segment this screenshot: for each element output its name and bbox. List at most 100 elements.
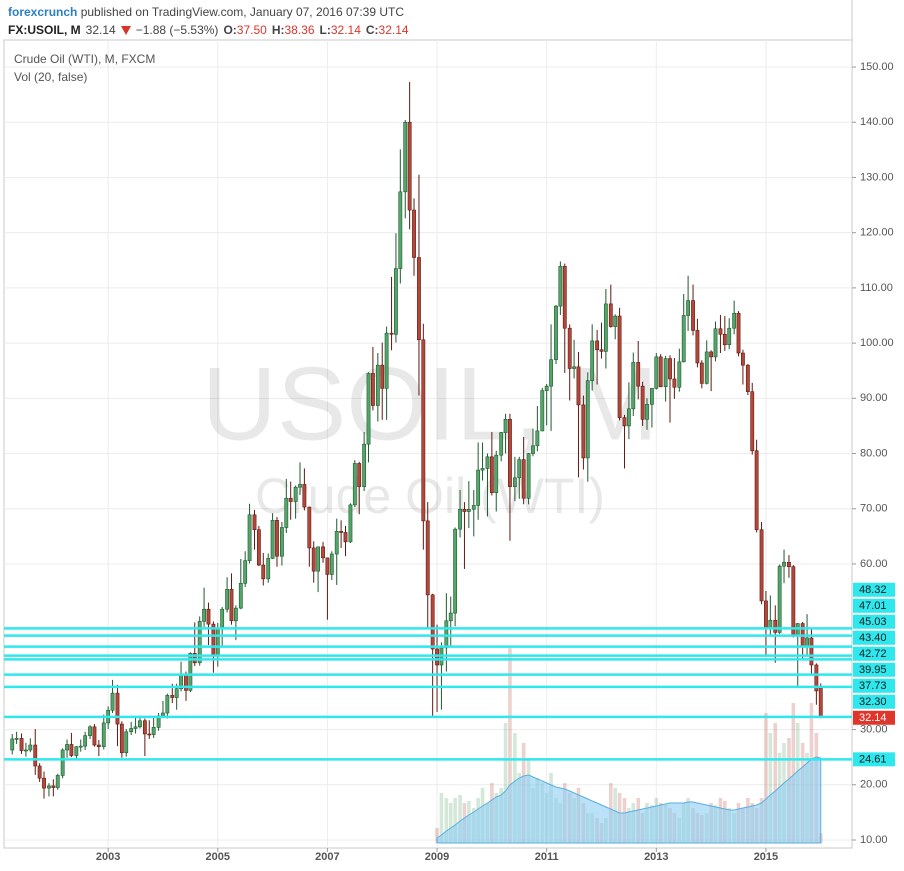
volume-bar	[448, 803, 453, 843]
legend-entry: Crude Oil (WTI), M, FXCM	[14, 52, 155, 66]
candle-body	[759, 529, 764, 602]
candle-body	[298, 484, 302, 488]
candle-body	[691, 300, 695, 331]
candle-body	[476, 469, 481, 506]
label-box	[853, 678, 895, 693]
level-label: 48.32	[853, 582, 895, 597]
candle-body	[389, 332, 394, 335]
candle-body	[814, 664, 819, 692]
candle-body	[371, 373, 375, 406]
value: 32.14	[330, 23, 361, 37]
candle-body	[613, 315, 618, 327]
down-arrow	[120, 25, 131, 35]
label-text: 39.95	[859, 664, 887, 676]
candle-body	[444, 620, 449, 649]
candle-body	[677, 361, 682, 388]
y-tick-label: 130.00	[860, 171, 894, 183]
candle-body	[412, 209, 416, 258]
candle-body	[24, 749, 28, 752]
candle-body	[325, 557, 330, 575]
candle-body	[508, 418, 512, 487]
candle-body	[124, 731, 129, 754]
candle-body	[773, 619, 778, 633]
candle-body	[151, 727, 156, 735]
candle-body	[407, 121, 412, 211]
candle-body	[489, 456, 494, 494]
candle-body	[83, 735, 88, 747]
ohlc-high: H:38.36	[272, 21, 315, 39]
y-tick-label: 120.00	[860, 227, 894, 239]
candle-body	[247, 514, 252, 561]
candle-body	[417, 257, 421, 341]
symbol-line: FX:USOIL, M 32.14 −1.88 (−5.53%) O:37.50…	[8, 21, 409, 39]
y-tick-label: 110.00	[860, 282, 893, 294]
y-tick-label: 90.00	[860, 392, 888, 404]
label-box	[853, 614, 895, 629]
candle-body	[750, 391, 755, 452]
ohlc-close: C:32.14	[366, 21, 409, 39]
candle-body	[33, 744, 38, 767]
candle-body	[348, 504, 353, 543]
y-tick-label: 150.00	[860, 61, 894, 73]
candle-body	[188, 653, 193, 691]
candle-body	[562, 266, 567, 329]
candle-body	[352, 463, 357, 506]
candle-body	[270, 520, 275, 559]
candle-body	[517, 459, 522, 479]
candle-body	[805, 637, 809, 647]
candle-body	[129, 728, 134, 733]
candle-body	[572, 366, 576, 369]
candle-body	[398, 191, 403, 269]
candle-body	[311, 547, 316, 572]
candle-body	[215, 628, 220, 656]
candle-body	[380, 364, 385, 389]
candle-body	[60, 749, 65, 776]
candle-body	[266, 558, 271, 580]
candle-body	[617, 315, 622, 418]
label-box	[853, 630, 895, 645]
x-tick-label: 2011	[535, 851, 559, 863]
candle-body	[549, 359, 553, 387]
label-text: 45.03	[859, 616, 887, 628]
candle-body	[174, 688, 179, 698]
candle-body	[275, 520, 279, 557]
x-tick-label: 2009	[425, 851, 449, 863]
candle-body	[42, 777, 46, 789]
candle-body	[110, 692, 115, 711]
candle-body	[170, 695, 175, 698]
candle-body	[599, 349, 604, 352]
watermark: USOIL, M	[202, 346, 659, 462]
candle-body	[293, 486, 298, 502]
candle-body	[787, 561, 791, 568]
candle-body	[37, 765, 42, 779]
label: H:	[271, 23, 285, 37]
candle-body	[65, 744, 69, 751]
label: L:	[319, 23, 331, 37]
candle-body	[672, 378, 677, 388]
candle-body	[366, 373, 371, 445]
label-text: 32.30	[859, 696, 887, 708]
published: published on TradingView.com, January 07…	[80, 5, 405, 19]
label-box	[853, 752, 895, 767]
volume-bar	[435, 828, 439, 843]
candle-body	[165, 695, 170, 714]
candle-body	[458, 508, 462, 530]
candle-body	[471, 505, 476, 510]
candle-body	[28, 744, 33, 751]
volume-ma-area	[436, 756, 822, 844]
candle-body	[243, 560, 248, 584]
author[interactable]: forexcrunch	[8, 5, 78, 19]
candle-body	[658, 356, 663, 388]
level-label: 37.73	[853, 678, 895, 693]
label-text: 47.01	[859, 600, 887, 612]
candle-body	[636, 362, 641, 387]
candle-body	[375, 364, 380, 406]
candle-body	[713, 328, 718, 358]
candle-body	[631, 362, 636, 410]
candle-body	[608, 303, 613, 327]
candle-body	[736, 312, 741, 354]
candle-body	[663, 358, 668, 388]
candle-body	[238, 582, 243, 609]
candle-body	[699, 362, 704, 384]
